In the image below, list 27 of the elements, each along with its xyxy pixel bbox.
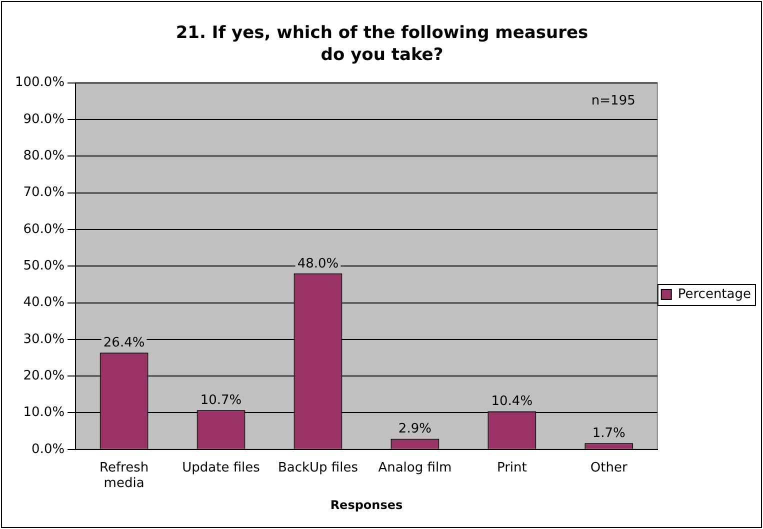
y-tick-label: 10.0%	[23, 405, 65, 420]
data-label: 1.7%	[592, 426, 626, 442]
chart-title: 21. If yes, which of the following measures do you take?	[174, 22, 590, 66]
x-tick-label: Other	[590, 460, 628, 476]
data-label: 2.9%	[398, 422, 432, 437]
x-tick-label: BackUp files	[278, 460, 358, 476]
x-tick-label: Refresh media	[100, 460, 149, 492]
data-label: 48.0%	[297, 256, 339, 272]
legend-label: Percentage	[678, 286, 752, 302]
y-tick-label: 80.0%	[23, 148, 65, 164]
y-tick-label: 20.0%	[23, 368, 65, 384]
y-tick-label: 50.0%	[23, 258, 65, 274]
x-tick-label: Update files	[182, 460, 260, 476]
y-tick-label: 30.0%	[23, 332, 65, 347]
y-tick-label: 40.0%	[23, 295, 65, 310]
data-label: 26.4%	[103, 335, 145, 350]
data-label: 10.7%	[200, 393, 242, 408]
annotation: n=195	[591, 94, 636, 109]
x-tick-label: Analog film	[378, 460, 452, 476]
y-tick-label: 90.0%	[23, 112, 65, 127]
y-tick-label: 60.0%	[23, 222, 65, 237]
data-label: 10.4%	[491, 394, 533, 410]
y-tick-label: 0.0%	[32, 442, 65, 457]
y-tick-label: 100.0%	[14, 75, 65, 90]
x-tick-label: Print	[496, 460, 527, 476]
y-tick-label: 70.0%	[23, 185, 65, 200]
x-axis-title: Responses	[330, 498, 403, 512]
